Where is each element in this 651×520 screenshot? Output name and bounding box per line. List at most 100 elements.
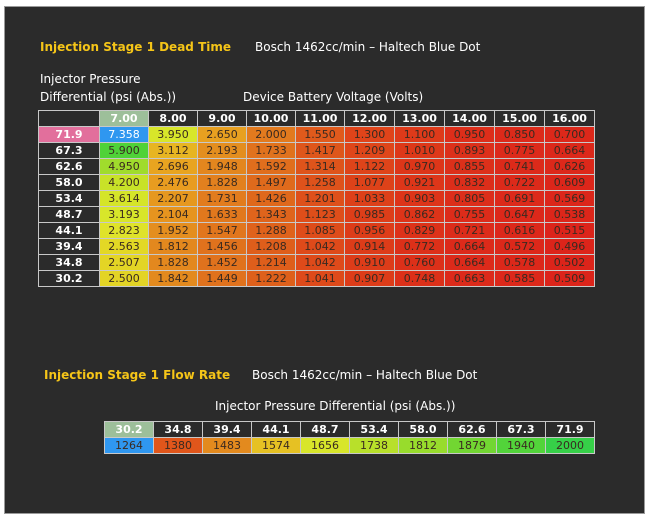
flow-rate-cell[interactable]: 1380 — [153, 437, 203, 454]
dead-time-cell[interactable]: 0.748 — [394, 270, 445, 287]
dead-time-cell[interactable]: 0.805 — [444, 190, 495, 207]
dead-time-cell[interactable]: 0.755 — [444, 206, 495, 223]
dead-time-cell[interactable]: 1.547 — [197, 222, 247, 239]
dead-time-cell[interactable]: 0.626 — [544, 158, 595, 175]
dead-time-cell[interactable]: 0.569 — [544, 190, 595, 207]
dead-time-cell[interactable]: 1.222 — [246, 270, 296, 287]
dead-time-cell[interactable]: 1.426 — [246, 190, 296, 207]
dead-time-cell[interactable]: 0.496 — [544, 238, 595, 255]
dead-time-cell[interactable]: 1.100 — [394, 126, 445, 143]
dead-time-cell[interactable]: 1.731 — [197, 190, 247, 207]
dead-time-cell[interactable]: 0.950 — [444, 126, 495, 143]
dead-time-cell[interactable]: 1.041 — [295, 270, 345, 287]
dead-time-cell[interactable]: 0.760 — [394, 254, 445, 271]
dead-time-cell[interactable]: 0.741 — [494, 158, 545, 175]
dead-time-cell[interactable]: 2.104 — [148, 206, 198, 223]
dead-time-cell[interactable]: 1.592 — [246, 158, 296, 175]
flow-pressure-header-cell[interactable]: 71.9 — [545, 421, 595, 438]
dead-time-cell[interactable]: 0.862 — [394, 206, 445, 223]
dead-time-cell[interactable]: 2.500 — [99, 270, 149, 287]
dead-time-cell[interactable]: 1.314 — [295, 158, 345, 175]
dead-time-cell[interactable]: 0.647 — [494, 206, 545, 223]
dead-time-cell[interactable]: 1.042 — [295, 254, 345, 271]
voltage-header-cell[interactable]: 16.00 — [544, 110, 595, 127]
dead-time-cell[interactable]: 2.507 — [99, 254, 149, 271]
dead-time-cell[interactable]: 4.950 — [99, 158, 149, 175]
voltage-header-cell[interactable]: 7.00 — [99, 110, 149, 127]
voltage-header-cell[interactable]: 10.00 — [246, 110, 296, 127]
dead-time-cell[interactable]: 2.823 — [99, 222, 149, 239]
dead-time-cell[interactable]: 1.042 — [295, 238, 345, 255]
dead-time-cell[interactable]: 2.000 — [246, 126, 296, 143]
voltage-header-cell[interactable]: 14.00 — [444, 110, 495, 127]
dead-time-cell[interactable]: 0.832 — [444, 174, 495, 191]
dead-time-cell[interactable]: 0.907 — [344, 270, 395, 287]
dead-time-cell[interactable]: 3.112 — [148, 142, 198, 159]
voltage-header-cell[interactable]: 15.00 — [494, 110, 545, 127]
dead-time-cell[interactable]: 1.497 — [246, 174, 296, 191]
dead-time-cell[interactable]: 4.200 — [99, 174, 149, 191]
dead-time-cell[interactable]: 3.950 — [148, 126, 198, 143]
flow-rate-cell[interactable]: 1940 — [496, 437, 546, 454]
dead-time-cell[interactable]: 1.952 — [148, 222, 198, 239]
dead-time-cell[interactable]: 0.829 — [394, 222, 445, 239]
dead-time-cell[interactable]: 0.914 — [344, 238, 395, 255]
voltage-header-cell[interactable]: 8.00 — [148, 110, 198, 127]
dead-time-cell[interactable]: 0.903 — [394, 190, 445, 207]
voltage-header-cell[interactable]: 12.00 — [344, 110, 395, 127]
dead-time-cell[interactable]: 0.664 — [444, 254, 495, 271]
dead-time-cell[interactable]: 2.476 — [148, 174, 198, 191]
dead-time-cell[interactable]: 1.812 — [148, 238, 198, 255]
dead-time-cell[interactable]: 0.910 — [344, 254, 395, 271]
dead-time-cell[interactable]: 0.585 — [494, 270, 545, 287]
dead-time-cell[interactable]: 0.721 — [444, 222, 495, 239]
dead-time-cell[interactable]: 0.578 — [494, 254, 545, 271]
pressure-header-cell[interactable]: 58.0 — [38, 174, 100, 191]
dead-time-cell[interactable]: 1.828 — [197, 174, 247, 191]
voltage-header-cell[interactable]: 11.00 — [295, 110, 345, 127]
dead-time-cell[interactable]: 1.201 — [295, 190, 345, 207]
dead-time-cell[interactable]: 0.691 — [494, 190, 545, 207]
dead-time-cell[interactable]: 0.893 — [444, 142, 495, 159]
dead-time-cell[interactable]: 1.456 — [197, 238, 247, 255]
pressure-header-cell[interactable]: 71.9 — [38, 126, 100, 143]
dead-time-cell[interactable]: 2.207 — [148, 190, 198, 207]
dead-time-cell[interactable]: 1.828 — [148, 254, 198, 271]
flow-pressure-header-cell[interactable]: 48.7 — [300, 421, 350, 438]
dead-time-cell[interactable]: 3.193 — [99, 206, 149, 223]
dead-time-cell[interactable]: 0.775 — [494, 142, 545, 159]
dead-time-cell[interactable]: 0.772 — [394, 238, 445, 255]
dead-time-cell[interactable]: 1.010 — [394, 142, 445, 159]
dead-time-cell[interactable]: 1.842 — [148, 270, 198, 287]
dead-time-cell[interactable]: 2.193 — [197, 142, 247, 159]
dead-time-cell[interactable]: 1.288 — [246, 222, 296, 239]
flow-rate-cell[interactable]: 1574 — [251, 437, 301, 454]
dead-time-cell[interactable]: 0.609 — [544, 174, 595, 191]
dead-time-cell[interactable]: 1.452 — [197, 254, 247, 271]
dead-time-cell[interactable]: 0.921 — [394, 174, 445, 191]
dead-time-cell[interactable]: 1.300 — [344, 126, 395, 143]
dead-time-cell[interactable]: 1.122 — [344, 158, 395, 175]
dead-time-cell[interactable]: 1.633 — [197, 206, 247, 223]
voltage-header-cell[interactable]: 13.00 — [394, 110, 445, 127]
flow-rate-cell[interactable]: 1738 — [349, 437, 399, 454]
flow-rate-cell[interactable]: 1879 — [447, 437, 497, 454]
dead-time-cell[interactable]: 0.538 — [544, 206, 595, 223]
dead-time-cell[interactable]: 0.664 — [544, 142, 595, 159]
flow-rate-cell[interactable]: 1812 — [398, 437, 448, 454]
dead-time-cell[interactable]: 1.077 — [344, 174, 395, 191]
dead-time-cell[interactable]: 0.985 — [344, 206, 395, 223]
flow-pressure-header-cell[interactable]: 62.6 — [447, 421, 497, 438]
dead-time-cell[interactable]: 1.085 — [295, 222, 345, 239]
pressure-header-cell[interactable]: 34.8 — [38, 254, 100, 271]
dead-time-cell[interactable]: 1.948 — [197, 158, 247, 175]
flow-pressure-header-cell[interactable]: 44.1 — [251, 421, 301, 438]
flow-pressure-header-cell[interactable]: 34.8 — [153, 421, 203, 438]
dead-time-cell[interactable]: 1.033 — [344, 190, 395, 207]
dead-time-cell[interactable]: 0.502 — [544, 254, 595, 271]
flow-pressure-header-cell[interactable]: 53.4 — [349, 421, 399, 438]
pressure-header-cell[interactable]: 30.2 — [38, 270, 100, 287]
dead-time-cell[interactable]: 2.650 — [197, 126, 247, 143]
dead-time-cell[interactable]: 3.614 — [99, 190, 149, 207]
pressure-header-cell[interactable]: 48.7 — [38, 206, 100, 223]
